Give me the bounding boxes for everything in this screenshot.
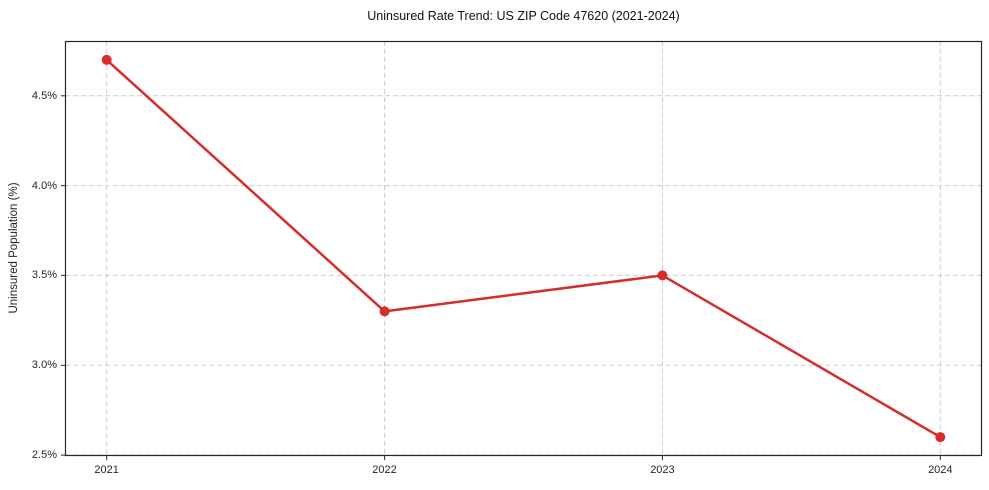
x-tick-label: 2022 [372,464,397,476]
x-tick-label: 2024 [928,464,953,476]
y-tick-label: 4.5% [31,89,57,102]
y-tick-label: 4.0% [31,179,57,192]
line-chart-plot-area [61,40,983,460]
y-tick-label: 3.5% [31,269,57,282]
data-point-marker [935,432,946,443]
y-axis-label: Uninsured Population (%) [8,182,20,314]
x-tick-label: 2021 [94,464,119,476]
data-point-marker [379,306,390,317]
data-point-marker [101,54,112,65]
y-tick-label: 3.0% [31,359,57,372]
y-tick-label: 2.5% [31,449,57,462]
x-tick-label: 2023 [650,464,675,476]
data-point-marker [657,270,668,281]
chart-title: Uninsured Rate Trend: US ZIP Code 47620 … [367,9,680,23]
trend-line [105,58,942,439]
plot-spines [64,40,983,457]
